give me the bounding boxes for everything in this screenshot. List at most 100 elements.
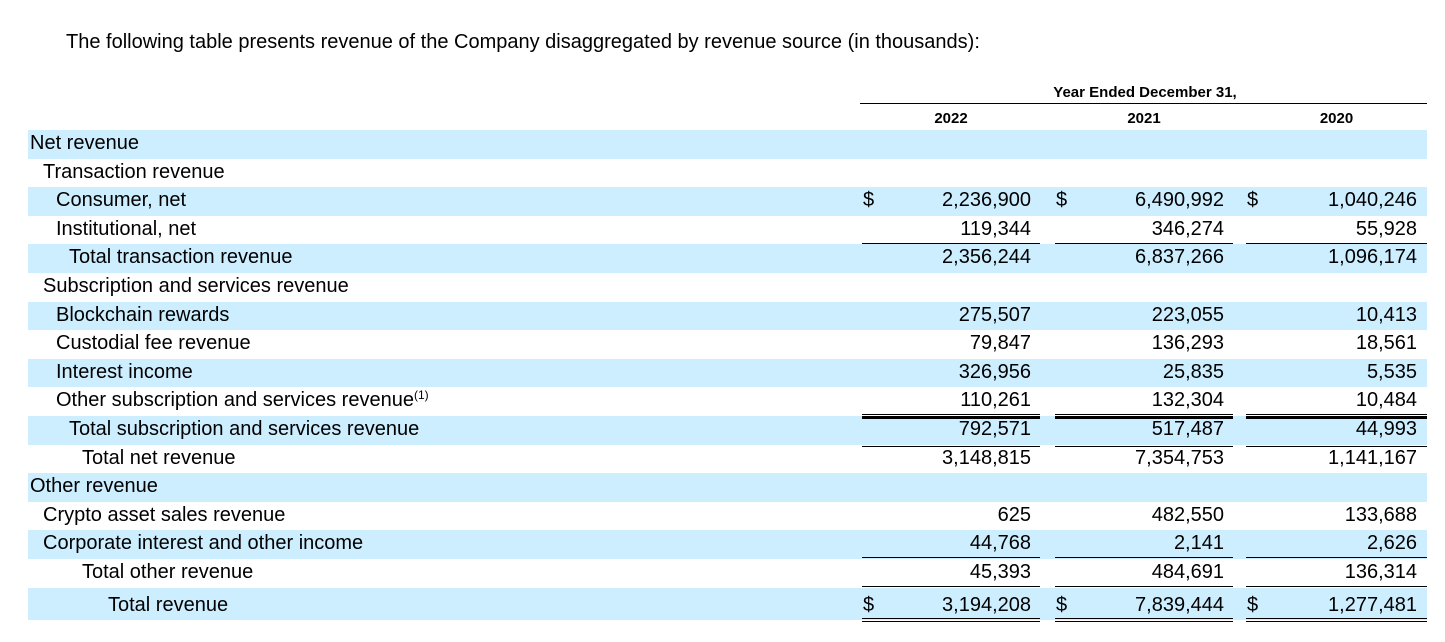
cell-value-2022: 79,847	[969, 332, 1031, 355]
cell-value-2020: 1,277,481	[1328, 593, 1417, 616]
row-label: Total subscription and services revenue	[69, 417, 420, 440]
table-row: Total revenue $3,194,208 $7,839,444 $1,277,…	[28, 587, 1427, 622]
cell-value-2020: 1,096,174	[1328, 246, 1417, 269]
cell-value-2021: 223,055	[1151, 303, 1224, 326]
row-label: Consumer, net	[56, 189, 187, 212]
cell-value-2022: 2,356,244	[942, 246, 1031, 269]
value-cell-rule	[1246, 130, 1427, 157]
revenue-table: Net revenue Transaction revenue Consumer, …	[28, 130, 1427, 622]
cell-value-2021: 25,835	[1162, 360, 1224, 383]
cell-value-2020: 10,413	[1355, 303, 1417, 326]
cell-value-2022: 792,571	[958, 417, 1031, 440]
value-cell-rule	[1246, 387, 1427, 416]
table-row: Net revenue	[28, 130, 1427, 159]
value-cell-rule	[862, 530, 1040, 559]
row-label: Total transaction revenue	[69, 246, 293, 269]
year-header-2022: 2022	[862, 110, 1040, 131]
cell-value-2020: 55,928	[1355, 217, 1417, 240]
cell-value-2021: 136,293	[1151, 332, 1224, 355]
cell-value-2022: 44,768	[969, 532, 1031, 555]
value-cell-rule	[1055, 588, 1233, 622]
currency-symbol: $	[1247, 593, 1259, 616]
table-row: Total net revenue 3,148,815 7,354,753 1,141…	[28, 445, 1427, 474]
table-row: Corporate interest and other income 44,76…	[28, 530, 1427, 559]
value-cell-rule	[1055, 473, 1233, 500]
value-cell-rule	[862, 415, 1040, 447]
table-row: Other revenue	[28, 473, 1427, 502]
table-row: Total transaction revenue 2,356,244 6,837,…	[28, 244, 1427, 273]
cell-value-2021: 7,839,444	[1135, 593, 1224, 616]
cell-value-2022: 3,194,208	[942, 593, 1031, 616]
currency-symbol: $	[863, 593, 875, 616]
value-cell-rule	[1246, 559, 1427, 587]
value-cell-rule	[1055, 415, 1233, 447]
table-row: Total subscription and services revenue 7…	[28, 415, 1427, 447]
value-cell-rule	[1055, 530, 1233, 559]
table-intro: The following table presents revenue of …	[66, 31, 980, 53]
value-cell-rule	[1246, 216, 1427, 244]
value-cell-rule	[862, 273, 1040, 300]
cell-value-2021: 7,354,753	[1135, 446, 1224, 469]
cell-value-2022: 110,261	[960, 389, 1031, 412]
cell-value-2021: 482,550	[1151, 503, 1224, 526]
value-cell-rule	[1246, 159, 1427, 186]
cell-value-2022: 625	[997, 503, 1031, 526]
row-label: Institutional, net	[56, 217, 197, 240]
value-cell-rule	[1246, 473, 1427, 500]
table-row: Total other revenue 45,393 484,691 136,314	[28, 559, 1427, 588]
row-label: Other revenue	[30, 475, 158, 498]
row-label: Net revenue	[30, 132, 139, 154]
cell-value-2020: 5,535	[1366, 360, 1417, 383]
table-row: Subscription and services revenue	[28, 273, 1427, 302]
table-row: Blockchain rewards 275,507 223,055 10,413	[28, 301, 1427, 331]
cell-value-2021: 484,691	[1151, 560, 1224, 583]
row-label: Subscription and services revenue	[43, 274, 349, 297]
row-label: Transaction revenue	[43, 160, 225, 183]
currency-symbol: $	[1056, 593, 1068, 616]
table-row: Interest income 326,956 25,835 5,535	[28, 358, 1427, 388]
period-rule	[860, 103, 1427, 104]
cell-value-2020: 1,141,167	[1328, 446, 1417, 469]
row-label: Total other revenue	[82, 560, 254, 583]
value-cell-rule	[1055, 216, 1233, 244]
table-row: Custodial fee revenue 79,847 136,293 18,561	[28, 330, 1427, 359]
cell-value-2020: 2,626	[1366, 532, 1417, 555]
value-cell-rule	[862, 559, 1040, 587]
value-cell-rule	[862, 588, 1040, 622]
cell-value-2022: 3,148,815	[942, 446, 1031, 469]
row-label: Blockchain rewards	[56, 303, 230, 326]
cell-value-2020: 136,314	[1344, 560, 1417, 583]
table-row: Consumer, net $2,236,900 $6,490,992 $1,040,…	[28, 187, 1427, 216]
cell-value-2022: 275,507	[958, 303, 1031, 326]
table-row: Transaction revenue	[28, 159, 1427, 188]
value-cell-rule	[862, 159, 1040, 186]
cell-value-2021: 6,837,266	[1135, 246, 1224, 269]
value-cell-rule	[1055, 273, 1233, 300]
row-label: Custodial fee revenue	[56, 332, 251, 355]
cell-value-2021: 132,304	[1151, 389, 1224, 412]
row-label: Corporate interest and other income	[43, 532, 364, 555]
cell-value-2021: 6,490,992	[1135, 189, 1224, 212]
row-label: Other subscription and services revenue(…	[56, 388, 429, 412]
value-cell-rule	[1246, 530, 1427, 559]
value-cell-rule	[1055, 130, 1233, 157]
table-row: Institutional, net 119,344 346,274 55,928	[28, 216, 1427, 245]
footnote-marker: (1)	[413, 388, 429, 403]
value-cell-rule	[862, 387, 1040, 416]
row-label: Total net revenue	[82, 446, 236, 469]
cell-value-2021: 517,487	[1151, 417, 1224, 440]
row-label: Crypto asset sales revenue	[43, 503, 286, 526]
cell-value-2022: 2,236,900	[942, 189, 1031, 212]
currency-symbol: $	[1056, 189, 1068, 212]
cell-value-2021: 346,274	[1151, 217, 1224, 240]
year-header-2020: 2020	[1246, 110, 1427, 131]
year-header-2021: 2021	[1055, 110, 1233, 131]
value-cell-rule	[1246, 588, 1427, 622]
cell-value-2022: 119,344	[960, 217, 1031, 240]
cell-value-2022: 326,956	[958, 360, 1031, 383]
value-cell-rule	[862, 473, 1040, 500]
value-cell-rule	[1246, 273, 1427, 300]
value-cell-rule	[1055, 387, 1233, 416]
period-header: Year Ended December 31,	[1053, 84, 1237, 101]
value-cell-rule	[1055, 559, 1233, 587]
